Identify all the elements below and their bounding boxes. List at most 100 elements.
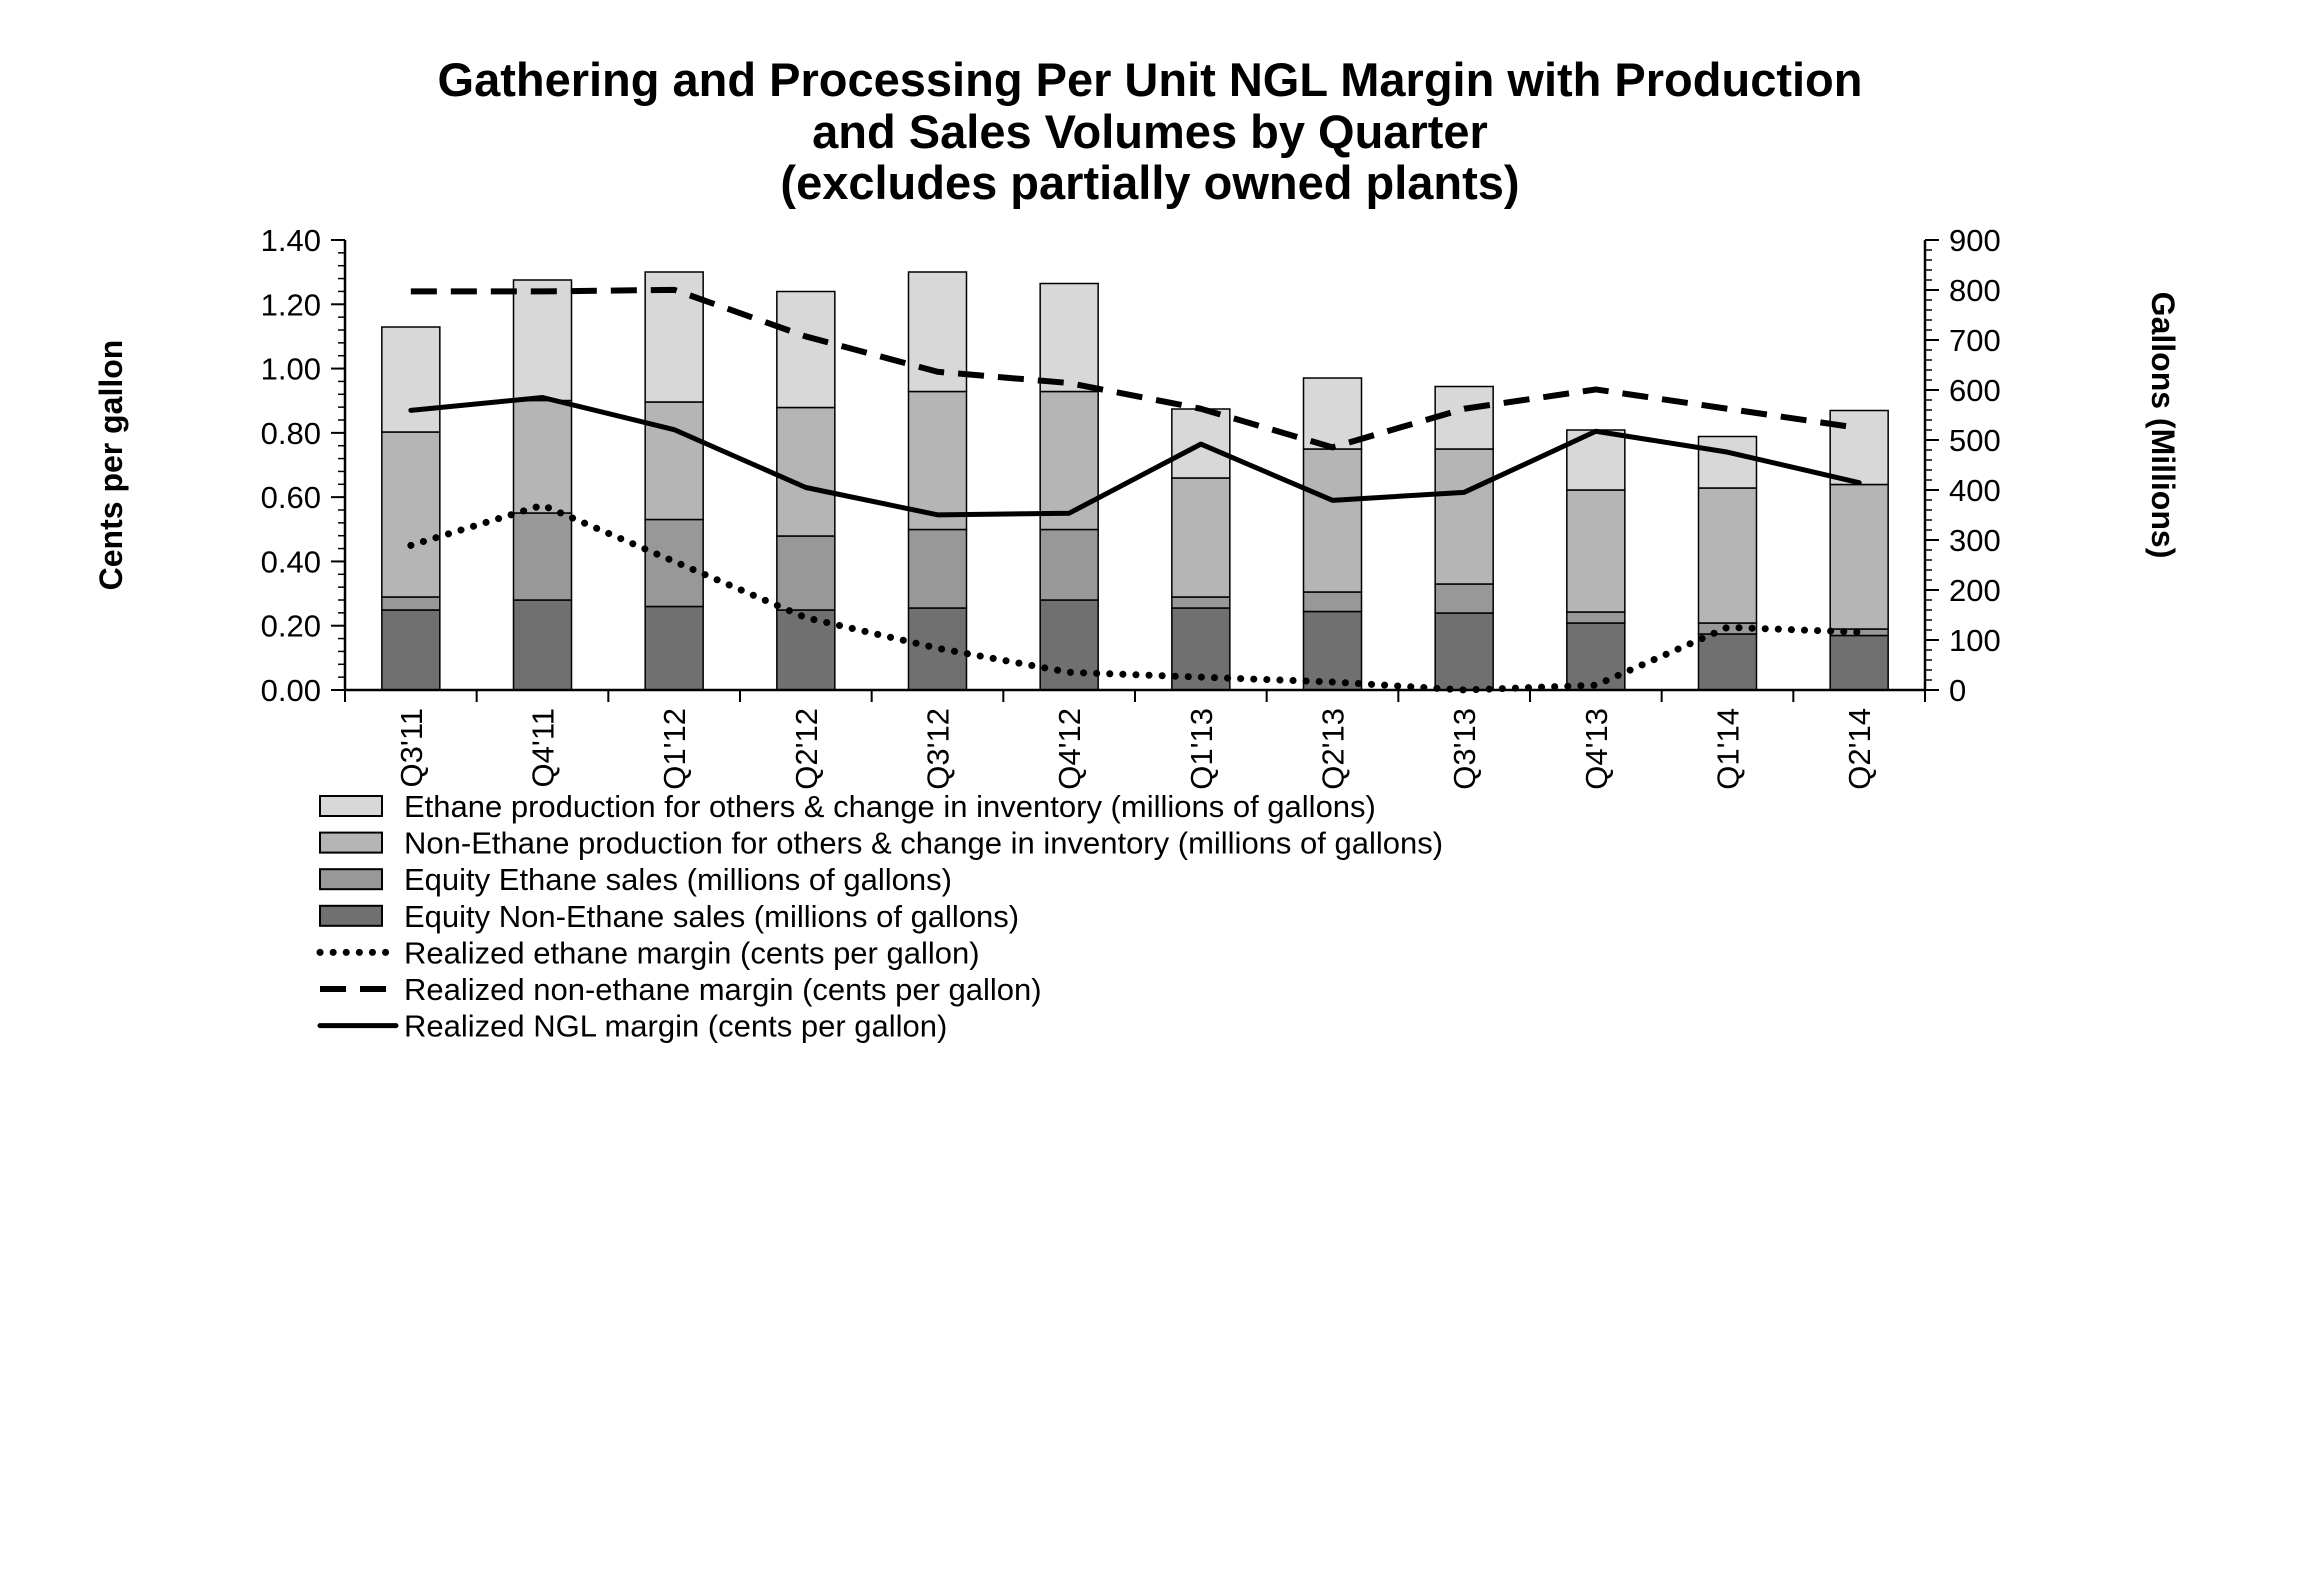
legend-swatch (319, 831, 383, 854)
legend-item-realized-ethane-margin-cents-per: Realized ethane margin (cents per gallon… (316, 935, 980, 970)
left-axis-tick-label: 1.00 (261, 352, 321, 387)
bar-series-ethane-production-for-others-change (381, 271, 1889, 491)
bar-segment (1039, 390, 1099, 531)
chart-title-line-2: and Sales Volumes by Quarter (812, 104, 1488, 158)
right-axis-tick-label: 200 (1949, 573, 2001, 608)
bar-segment (1039, 528, 1099, 601)
bars-group (381, 271, 1889, 691)
legend-item-equity-non-ethane-sales-millions: Equity Non-Ethane sales (millions of gal… (319, 899, 1019, 934)
bar-segment (907, 607, 968, 691)
right-axis-tick-label: 0 (1949, 673, 1966, 708)
legend-swatch (319, 795, 383, 817)
left-axis-tick-label: 0.00 (261, 673, 321, 708)
chart-title-line-1: Gathering and Processing Per Unit NGL Ma… (437, 53, 1863, 106)
bar-segment (1171, 477, 1231, 598)
bar-segment (1039, 599, 1099, 691)
right-axis-tick-label: 400 (1949, 473, 2001, 508)
x-axis-label: Q1'12 (657, 708, 692, 790)
legend-label: Realized ethane margin (cents per gallon… (404, 935, 980, 970)
bar-segment (512, 599, 573, 691)
bar-segment (1434, 612, 1494, 691)
legend-item-ethane-production-for-others-change: Ethane production for others & change in… (319, 789, 1376, 824)
x-axis-label: Q1'13 (1184, 708, 1219, 790)
bar-segment (776, 290, 836, 409)
right-axis-tick-label: 600 (1949, 373, 2001, 408)
bar-segment (381, 431, 441, 598)
legend-label: Equity Non-Ethane sales (millions of gal… (404, 899, 1019, 934)
x-axis-label: Q2'13 (1316, 708, 1351, 790)
left-axis-tick-label: 0.60 (261, 480, 321, 515)
bar-segment (907, 390, 968, 531)
bar-segment (1302, 448, 1363, 593)
right-axis-tick-label: 500 (1949, 423, 2001, 458)
left-axis-tick-label: 0.80 (261, 416, 321, 451)
chart-title: Gathering and Processing Per Unit NGL Ma… (0, 54, 2300, 209)
legend-label: Realized NGL margin (cents per gallon) (404, 1009, 947, 1044)
x-axis-label: Q2'12 (789, 708, 824, 790)
x-axis-label: Q4'11 (526, 708, 561, 787)
legend-swatch (319, 868, 383, 891)
bar-segment (1434, 385, 1494, 450)
bar-segment (644, 401, 704, 521)
bar-segment (1697, 487, 1758, 624)
bar-segment (1434, 583, 1494, 614)
legend-item-realized-non-ethane-margin-cents: Realized non-ethane margin (cents per ga… (320, 972, 1042, 1007)
bar-segment (1171, 596, 1231, 609)
line-realized-ethane-margin-cents-per (407, 501, 1863, 694)
left-axis-tick-label: 1.20 (261, 287, 321, 322)
right-axis-tick-label: 100 (1949, 623, 2001, 658)
legend-label: Non-Ethane production for others & chang… (404, 826, 1443, 861)
legend: Ethane production for others & change in… (316, 789, 1443, 1044)
legend-swatch (319, 904, 383, 927)
bar-segment (512, 399, 573, 514)
bar-segment (644, 605, 704, 691)
bar-segment (512, 512, 573, 601)
x-axis-label: Q2'14 (1842, 708, 1877, 790)
legend-label: Equity Ethane sales (millions of gallons… (404, 862, 952, 897)
bar-segment (381, 326, 441, 433)
bar-segment (1302, 610, 1363, 691)
right-axis-tick-label: 300 (1949, 523, 2001, 558)
bar-segment (1302, 377, 1363, 450)
bar-segment (381, 609, 441, 691)
bar-segment (512, 279, 573, 402)
legend-item-realized-ngl-margin-cents-per: Realized NGL margin (cents per gallon) (317, 1009, 947, 1044)
legend-label: Ethane production for others & change in… (404, 789, 1376, 824)
bar-segment (1434, 448, 1494, 585)
right-axis-tick-label: 700 (1949, 323, 2001, 358)
x-axis-label: Q3'12 (921, 708, 956, 790)
right-axis-tick-label: 900 (1949, 223, 2001, 258)
bar-segment (907, 528, 968, 609)
bar-segment (1829, 409, 1889, 486)
x-axis-label: Q3'13 (1447, 708, 1482, 790)
x-axis-label: Q3'11 (394, 708, 429, 787)
axes (343, 240, 1927, 692)
bar-segment (1566, 611, 1626, 624)
bar-segment (1829, 483, 1889, 630)
x-axis-label: Q1'14 (1711, 708, 1746, 790)
left-axis-tick-label: 0.40 (261, 544, 321, 579)
line-realized-non-ethane-margin-cents (410, 286, 1860, 451)
bar-segment (644, 518, 704, 608)
right-axis-tick-label: 800 (1949, 273, 2001, 308)
bar-series-non-ethane-production-for-others (381, 390, 1889, 630)
x-axis-label: Q4'12 (1052, 708, 1087, 790)
left-axis-tick-label: 1.40 (261, 223, 321, 258)
line-realized-ngl-margin-cents-per (408, 395, 1862, 518)
legend-item-equity-ethane-sales-millions-of: Equity Ethane sales (millions of gallons… (319, 862, 952, 897)
legend-item-non-ethane-production-for-others: Non-Ethane production for others & chang… (319, 826, 1443, 861)
left-axis-title: Cents per gallon (93, 340, 129, 591)
chart-title-line-3: (excludes partially owned plants) (780, 156, 1520, 210)
bar-segment (1039, 282, 1099, 393)
bar-segment (381, 596, 441, 611)
axis-ticks (331, 239, 1939, 702)
right-axis-title: Gallons (Millions) (2145, 292, 2181, 559)
bar-segment (1566, 489, 1626, 613)
bar-segment (776, 406, 836, 537)
bar-segment (776, 535, 836, 611)
legend-label: Realized non-ethane margin (cents per ga… (404, 972, 1042, 1007)
left-axis-tick-label: 0.20 (261, 609, 321, 644)
bar-segment (1829, 634, 1889, 691)
